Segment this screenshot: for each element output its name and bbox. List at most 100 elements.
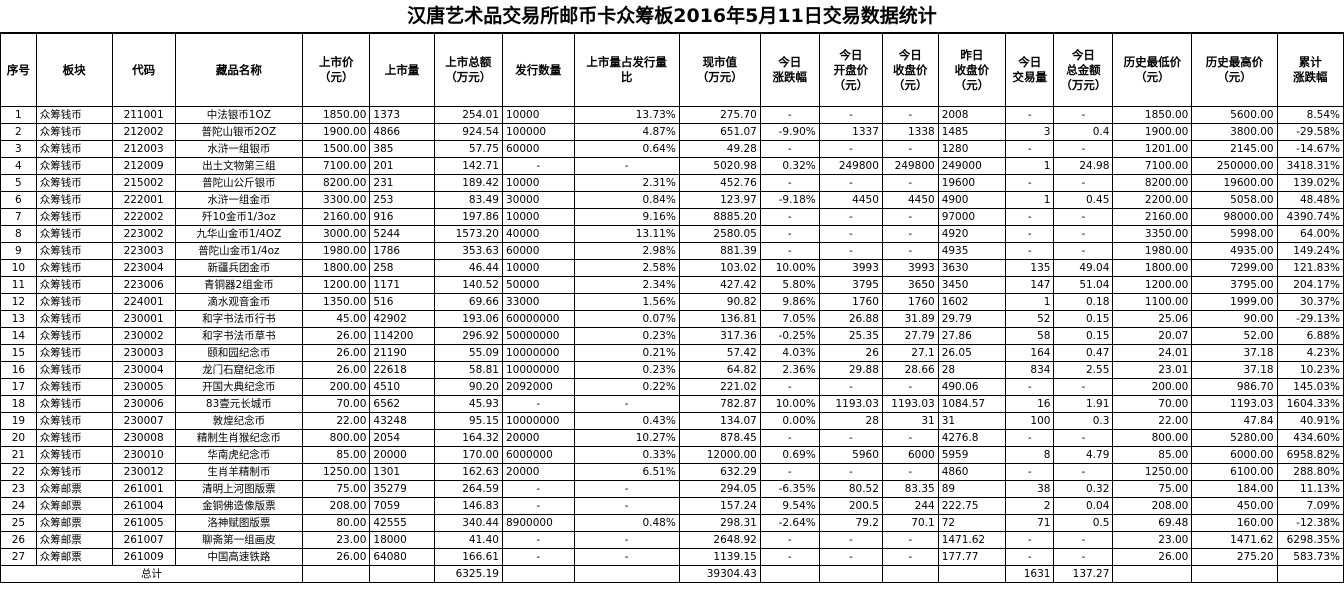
- cell-cumulative-change: 288.80%: [1276, 463, 1344, 481]
- cell-cumulative-change: 10.23%: [1276, 361, 1344, 379]
- cell-issue-qty: -: [501, 395, 575, 413]
- cell-market-value: 1139.15: [678, 548, 761, 566]
- cell-listing-price: 1500.00: [302, 140, 371, 158]
- cell-item-name: 聊斋第一组画皮: [174, 531, 304, 549]
- table-row: 17 众筹钱币 230005 开国大典纪念币 200.00 4510 90.20 209200…: [0, 378, 1344, 396]
- cell-today-open: 26: [818, 344, 883, 362]
- cell-index: 4: [0, 157, 37, 175]
- cell-item-name: 精制生肖猴纪念币: [174, 429, 304, 447]
- cell-today-open: -: [818, 140, 883, 158]
- header-row: 序号 板块 代码 藏品名称 上市价 （元） 上市量 上市总额 （万元） 发行数量 上市量占发行量比现…: [0, 33, 1344, 107]
- cell-index: 9: [0, 242, 37, 260]
- cell-code: 215002: [111, 174, 176, 192]
- cell-hist-high: 47.84: [1191, 412, 1278, 430]
- cell-sector: 众筹邮票: [35, 531, 113, 549]
- cell-code: 230002: [111, 327, 176, 345]
- cell-listing-price: 1250.00: [302, 463, 371, 481]
- cell-sector: 众筹钱币: [35, 344, 113, 362]
- cell-listing-price: 45.00: [302, 310, 371, 328]
- column-header: 上市量占发行量比: [573, 33, 680, 107]
- cell-today-change: 7.05%: [759, 310, 820, 328]
- cell-listing-qty: 42555: [369, 514, 435, 532]
- cell-yesterday-close: 222.75: [937, 497, 1007, 515]
- cell-listing-qty: 20000: [369, 446, 435, 464]
- cell-today-volume: -: [1005, 208, 1055, 226]
- cell-hist-low: 22.00: [1112, 412, 1193, 430]
- cell-hist-low: 23.00: [1112, 531, 1193, 549]
- cell-hist-low: 2200.00: [1112, 191, 1193, 209]
- column-header-line: 昨日: [960, 47, 984, 62]
- cell-today-open: -: [818, 378, 883, 396]
- cell-issue-qty: 10000000: [501, 412, 575, 430]
- cell-listing-amount: 166.61: [433, 548, 503, 566]
- cell-today-change: -: [759, 140, 820, 158]
- cell-code: 230010: [111, 446, 176, 464]
- cell-issue-qty: 10000: [501, 259, 575, 277]
- cell-today-open: 3993: [818, 259, 883, 277]
- cell-today-close: -: [881, 106, 939, 124]
- cell-sector: 众筹钱币: [35, 225, 113, 243]
- cell-index: 3: [0, 140, 37, 158]
- cell-index: 22: [0, 463, 37, 481]
- cell-index: 19: [0, 412, 37, 430]
- cell-listing-amount: 254.01: [433, 106, 503, 124]
- total-cell-empty: [302, 565, 371, 583]
- cell-listing-amount: 296.92: [433, 327, 503, 345]
- column-header: 今日 收盘价 （元）: [881, 33, 939, 107]
- cell-today-volume: 52: [1005, 310, 1055, 328]
- cell-yesterday-close: 5959: [937, 446, 1007, 464]
- cell-today-volume: -: [1005, 106, 1055, 124]
- cell-hist-high: 37.18: [1191, 361, 1278, 379]
- cell-yesterday-close: 89: [937, 480, 1007, 498]
- total-cell-empty: [573, 565, 680, 583]
- cell-market-value: 2648.92: [678, 531, 761, 549]
- cell-listing-amount: 57.75: [433, 140, 503, 158]
- cell-today-change: -0.25%: [759, 327, 820, 345]
- cell-listing-price: 800.00: [302, 429, 371, 447]
- cell-hist-low: 70.00: [1112, 395, 1193, 413]
- cell-listing-amount: 90.20: [433, 378, 503, 396]
- cell-today-open: 1760: [818, 293, 883, 311]
- column-header-line: 开盘价: [833, 62, 869, 77]
- cell-cumulative-change: 11.13%: [1276, 480, 1344, 498]
- cell-cumulative-change: 204.17%: [1276, 276, 1344, 294]
- cell-sector: 众筹钱币: [35, 174, 113, 192]
- cell-listing-price: 26.00: [302, 548, 371, 566]
- cell-today-open: 5960: [818, 446, 883, 464]
- cell-hist-low: 25.06: [1112, 310, 1193, 328]
- cell-item-name: 普陀山银币2OZ: [174, 123, 304, 141]
- cell-today-volume: 135: [1005, 259, 1055, 277]
- cell-today-amount: -: [1053, 548, 1114, 566]
- table-row: 9 众筹钱币 223003 普陀山金币1/4oz 1980.00 1786 353.63 60…: [0, 242, 1344, 260]
- cell-today-amount: 0.45: [1053, 191, 1114, 209]
- cell-listing-price: 85.00: [302, 446, 371, 464]
- cell-sector: 众筹钱币: [35, 242, 113, 260]
- cell-listing-price: 8200.00: [302, 174, 371, 192]
- cell-today-amount: 0.3: [1053, 412, 1114, 430]
- cell-today-amount: -: [1053, 174, 1114, 192]
- column-header: 历史最低价 （元）: [1112, 33, 1193, 107]
- cell-listing-ratio: 0.43%: [573, 412, 680, 430]
- column-header-line: （元）: [833, 77, 869, 92]
- cell-today-volume: -: [1005, 463, 1055, 481]
- cell-market-value: 275.70: [678, 106, 761, 124]
- cell-listing-amount: 55.09: [433, 344, 503, 362]
- total-cell-empty: [501, 565, 575, 583]
- cell-market-value: 298.31: [678, 514, 761, 532]
- table-row: 14 众筹钱币 230002 和字书法币草书 26.00 114200 296.92 5000…: [0, 327, 1344, 345]
- table-row: 25 众筹邮票 261005 洛神赋图版票 80.00 42555 340.44 890000…: [0, 514, 1344, 532]
- table-row: 5 众筹钱币 215002 普陀山公斤银币 8200.00 231 189.42 10000 2…: [0, 174, 1344, 192]
- cell-today-open: -: [818, 106, 883, 124]
- cell-hist-low: 24.01: [1112, 344, 1193, 362]
- cell-item-name: 和字书法币行书: [174, 310, 304, 328]
- cell-sector: 众筹钱币: [35, 140, 113, 158]
- cell-today-volume: 38: [1005, 480, 1055, 498]
- column-header-line: 总金额: [1066, 62, 1101, 77]
- cell-listing-ratio: -: [573, 548, 680, 566]
- cell-listing-ratio: 0.84%: [573, 191, 680, 209]
- column-header-line: 涨跌幅: [772, 70, 808, 84]
- cell-listing-amount: 170.00: [433, 446, 503, 464]
- cell-market-value: 878.45: [678, 429, 761, 447]
- cell-today-volume: -: [1005, 225, 1055, 243]
- cell-today-amount: -: [1053, 208, 1114, 226]
